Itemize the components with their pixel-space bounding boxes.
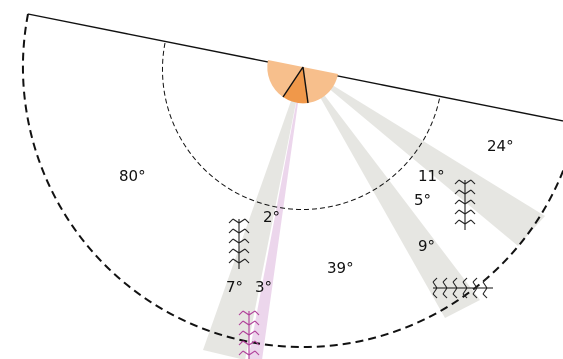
molecule-icon-highlight bbox=[238, 310, 260, 359]
sector-right-lower bbox=[303, 67, 480, 318]
angle-label-11: 11° bbox=[418, 167, 445, 185]
angle-label-3: 3° bbox=[255, 278, 272, 296]
angle-label-2: 2° bbox=[263, 208, 280, 226]
outer-arc bbox=[21, 13, 563, 349]
sector-pink bbox=[248, 67, 303, 359]
angle-label-7: 7° bbox=[226, 278, 243, 296]
sector-left bbox=[203, 67, 303, 359]
pivot-wedge bbox=[267, 60, 338, 104]
angle-label-5: 5° bbox=[414, 191, 431, 209]
angle-label-39: 39° bbox=[327, 259, 354, 277]
molecule-icon-right-upper bbox=[454, 179, 476, 230]
molecule-icon-right-lower bbox=[432, 277, 493, 299]
sector-right-upper bbox=[303, 67, 545, 246]
angle-label-9: 9° bbox=[418, 237, 435, 255]
inner-arc bbox=[161, 42, 441, 211]
angle-label-24: 24° bbox=[487, 137, 514, 155]
molecule-icon-left bbox=[228, 218, 250, 269]
angle-label-80: 80° bbox=[119, 167, 146, 185]
